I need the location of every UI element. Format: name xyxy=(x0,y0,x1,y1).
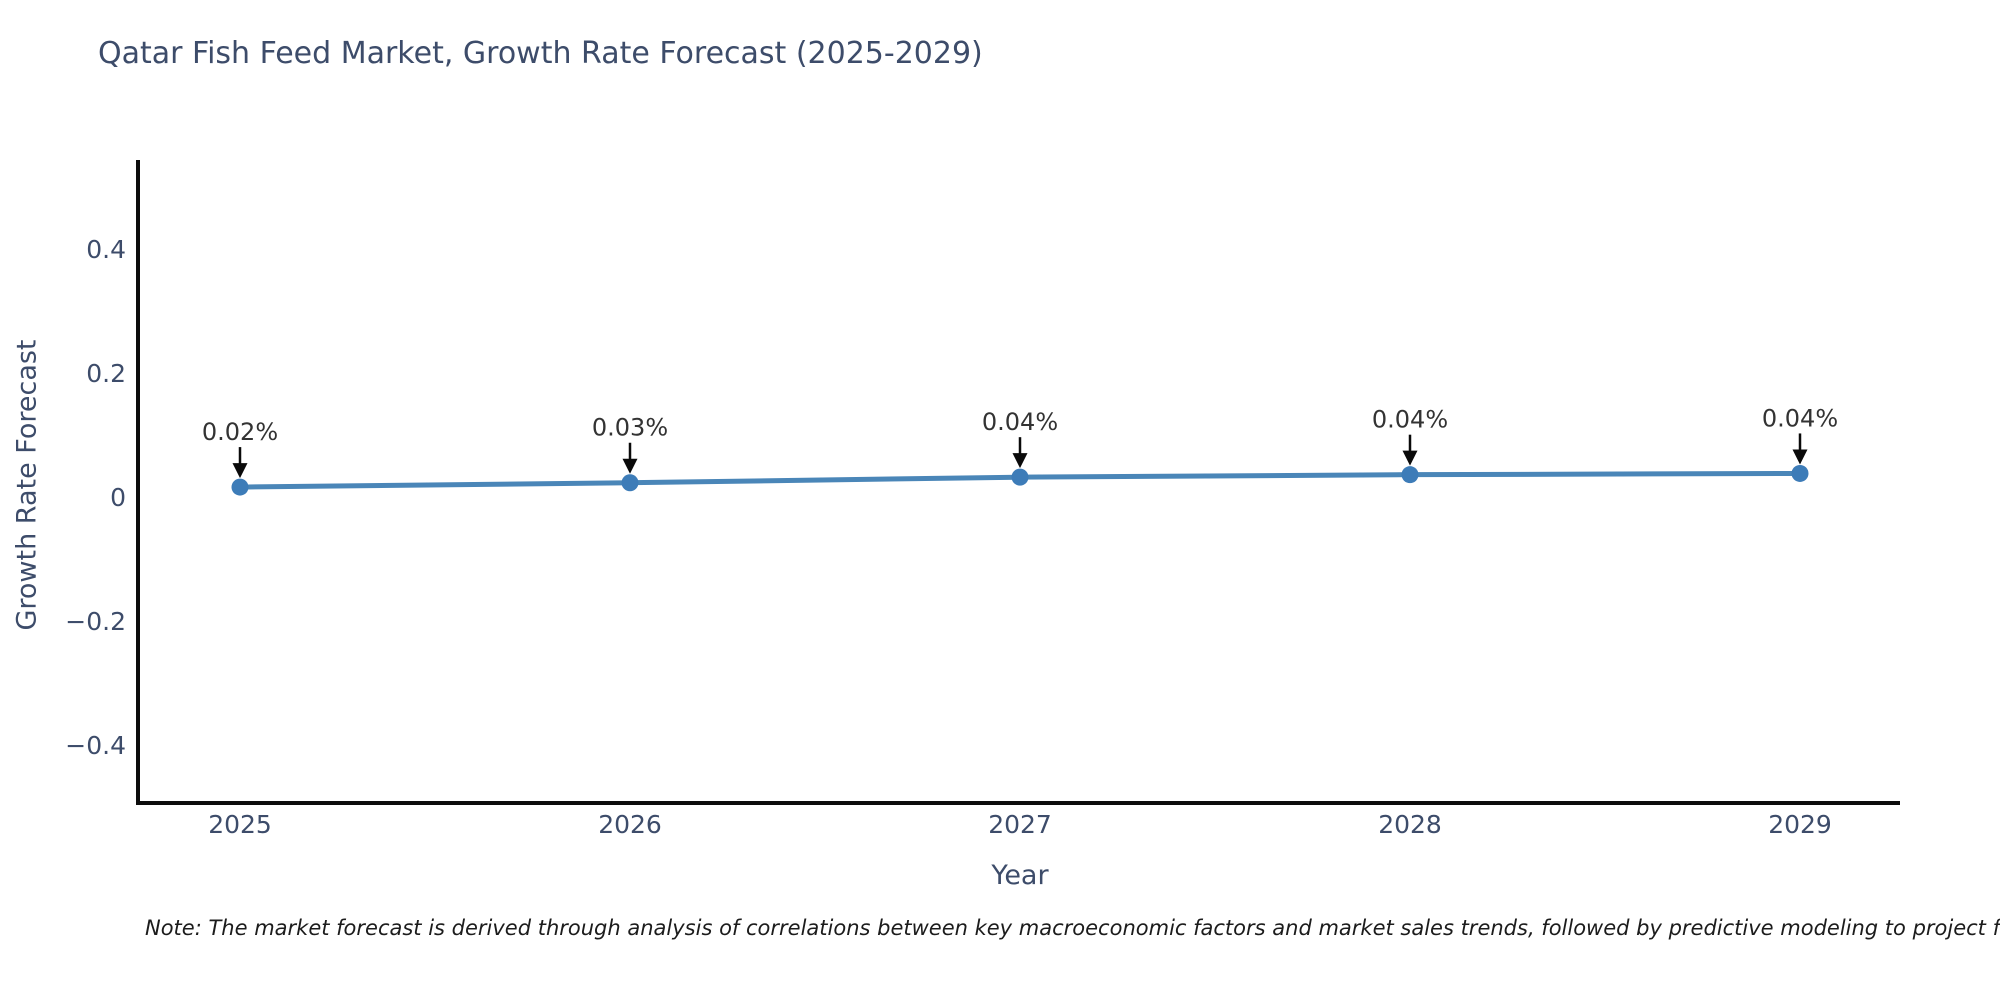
annotation-arrow-head xyxy=(1402,450,1418,466)
x-tick-labels: 2025 2026 2027 2028 2029 xyxy=(208,810,1832,839)
annotation-arrow-head xyxy=(232,463,248,479)
annotation-arrow-head xyxy=(1792,449,1808,465)
annotation-label: 0.03% xyxy=(592,414,668,442)
data-point-marker xyxy=(1011,468,1029,486)
y-tick-label: −0.4 xyxy=(65,731,126,760)
annotation-arrow-head xyxy=(1012,453,1028,469)
x-tick-label: 2026 xyxy=(598,810,662,839)
y-tick-label: −0.2 xyxy=(65,607,126,636)
y-tick-label: 0.2 xyxy=(86,359,126,388)
annotation-arrow-head xyxy=(622,458,638,474)
y-tick-label: 0.4 xyxy=(86,235,126,264)
x-axis-title: Year xyxy=(991,860,1049,891)
annotation-label: 0.04% xyxy=(1372,406,1448,434)
line-series xyxy=(231,464,1809,496)
y-tick-labels: 0.4 0.2 0 −0.2 −0.4 xyxy=(65,235,126,760)
x-tick-label: 2027 xyxy=(988,810,1052,839)
annotation-label: 0.04% xyxy=(982,408,1058,436)
footnote: Note: The market forecast is derived thr… xyxy=(145,916,2000,940)
data-point-marker xyxy=(1791,464,1809,482)
chart-title: Qatar Fish Feed Market, Growth Rate Fore… xyxy=(98,36,983,71)
y-tick-label: 0 xyxy=(110,483,126,512)
point-annotations: 0.02% 0.03% 0.04% 0.04% 0.04% xyxy=(202,404,1838,479)
data-point-marker xyxy=(231,478,249,496)
annotation-label: 0.02% xyxy=(202,418,278,446)
x-tick-label: 2029 xyxy=(1768,810,1832,839)
x-tick-label: 2025 xyxy=(208,810,272,839)
x-tick-label: 2028 xyxy=(1378,810,1442,839)
data-point-marker xyxy=(1401,466,1419,484)
axis-spines xyxy=(136,160,1900,805)
data-point-marker xyxy=(621,474,639,492)
annotation-label: 0.04% xyxy=(1762,404,1838,432)
